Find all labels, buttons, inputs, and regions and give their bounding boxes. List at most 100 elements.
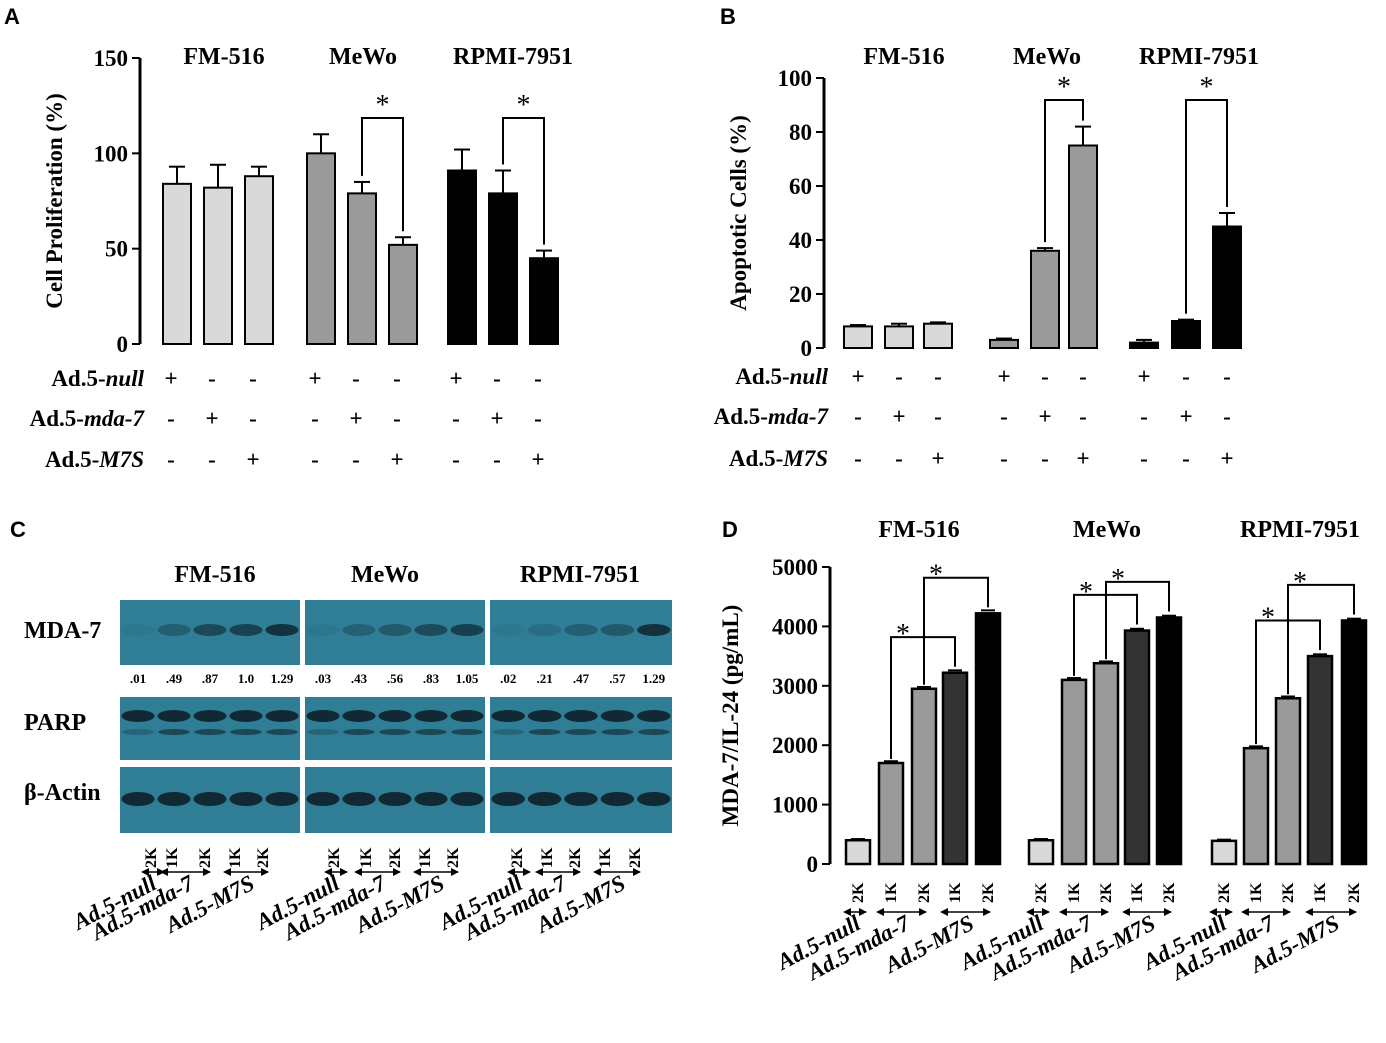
treatment-symbol: + [1076, 446, 1089, 471]
treatment-symbol: + [308, 366, 321, 391]
bar [974, 612, 1002, 866]
blot-band [491, 792, 525, 806]
blot-band [306, 624, 340, 636]
treatment-symbol: - [452, 406, 460, 431]
blot-quant-value: 1.29 [642, 671, 665, 686]
blot-band [121, 792, 155, 806]
significance-star: * [1293, 567, 1307, 598]
lane-dose-label: 2K [1033, 882, 1050, 903]
bar [1274, 697, 1302, 866]
treatment-symbol: - [493, 366, 501, 391]
y-tick-label: 150 [94, 46, 129, 71]
treatment-symbol: - [1140, 446, 1148, 471]
blot-band [414, 624, 448, 636]
blot-band [121, 710, 155, 722]
panel-letter-a: A [4, 4, 20, 29]
bar [910, 687, 938, 866]
bar [388, 243, 418, 345]
lane-dose-label: 1K [164, 847, 181, 868]
bar [923, 322, 953, 350]
bar [244, 175, 274, 345]
blot-band [414, 710, 448, 722]
blot-group-title: MeWo [351, 562, 419, 588]
panel-letter-b: B [720, 4, 736, 29]
blot-band [265, 624, 299, 636]
treatment-symbol: - [311, 406, 319, 431]
significance-star: * [1200, 72, 1214, 103]
panel-d-elisa-chart: 0 1000 2000 3000 4000 5000 MDA-7/IL-24 (pg/mL)… [718, 517, 1368, 986]
significance-star: * [1261, 602, 1275, 633]
y-tick-label: 100 [778, 66, 813, 91]
y-tick-label: 0 [801, 336, 813, 361]
blot-band [157, 792, 191, 806]
blot-band-cleaved [451, 729, 483, 735]
treatment-symbol: - [854, 404, 862, 429]
y-tick-label: 1000 [772, 793, 818, 818]
group-title: FM-516 [863, 44, 944, 70]
blot-band-cleaved [266, 729, 298, 735]
group-title: RPMI-7951 [1240, 517, 1360, 543]
y-tick-label: 100 [94, 141, 129, 166]
lane-dose-label: 2K [143, 847, 160, 868]
treatment-symbol: + [205, 406, 218, 431]
blot-band-cleaved [230, 729, 262, 735]
treatment-symbol: - [452, 447, 460, 472]
treatment-symbol: + [1137, 364, 1150, 389]
bar [1092, 661, 1120, 866]
lane-dose-label: 2K [197, 847, 214, 868]
group-title: MeWo [1013, 44, 1081, 70]
lane-dose-label: 2K [1280, 882, 1297, 903]
blot-band [378, 792, 412, 806]
lane-dose-label: 2K [445, 847, 462, 868]
blot-band [229, 710, 263, 722]
lane-dose-label: 2K [1161, 882, 1178, 903]
significance-bracket [1185, 99, 1228, 314]
treatment-symbol: - [1140, 404, 1148, 429]
bar [1212, 225, 1242, 349]
treatment-symbol: + [531, 447, 544, 472]
lane-dose-label: 2K [1098, 882, 1115, 903]
blot-quant-value: 1.0 [238, 671, 254, 686]
treatment-symbol: - [1041, 364, 1049, 389]
group-title: FM-516 [183, 44, 264, 70]
bar [844, 838, 872, 866]
significance-bracket [1044, 99, 1084, 243]
blot-quant-value: 1.05 [456, 671, 479, 686]
bar [1060, 678, 1088, 866]
treatment-symbol: - [1000, 446, 1008, 471]
group-title: MeWo [329, 44, 397, 70]
treatment-symbol: - [534, 406, 542, 431]
blot-band [342, 710, 376, 722]
treatment-symbol: - [534, 366, 542, 391]
blot-band [378, 624, 412, 636]
blot-band [229, 792, 263, 806]
significance-star: * [376, 90, 390, 121]
condition-label: Ad.5-M7S [45, 447, 144, 472]
blot-band-cleaved [601, 729, 634, 735]
treatment-symbol: - [1079, 404, 1087, 429]
treatment-symbol: - [854, 446, 862, 471]
blot-band [342, 792, 376, 806]
treatment-symbol: + [1038, 404, 1051, 429]
treatment-symbol: - [1223, 364, 1231, 389]
treatment-symbol: - [895, 364, 903, 389]
y-tick-label: 5000 [772, 555, 818, 580]
bar [1027, 838, 1055, 866]
treatment-symbol: - [393, 366, 401, 391]
lane-dose-label: 1K [597, 847, 614, 868]
lane-dose-label: 2K [1346, 882, 1363, 903]
lane-dose-label: 2K [387, 847, 404, 868]
bar [529, 257, 559, 346]
blot-band-cleaved [637, 729, 670, 735]
significance-bracket [1105, 580, 1170, 660]
lane-dose-label: 1K [358, 847, 375, 868]
lane-dose-label: 2K [255, 847, 272, 868]
blot-band-cleaved [343, 729, 375, 735]
treatment-symbol: - [208, 366, 216, 391]
blot-row-label: MDA-7 [24, 618, 101, 644]
blot-band [527, 710, 562, 722]
panel-c-western-blot: FM-516 MeWo RPMI-7951 MDA-7 PARP β-Actin .01 .4… [24, 562, 672, 946]
panel-letter-d: D [722, 517, 738, 542]
significance-star: * [896, 619, 910, 650]
significance-bracket [502, 117, 545, 245]
